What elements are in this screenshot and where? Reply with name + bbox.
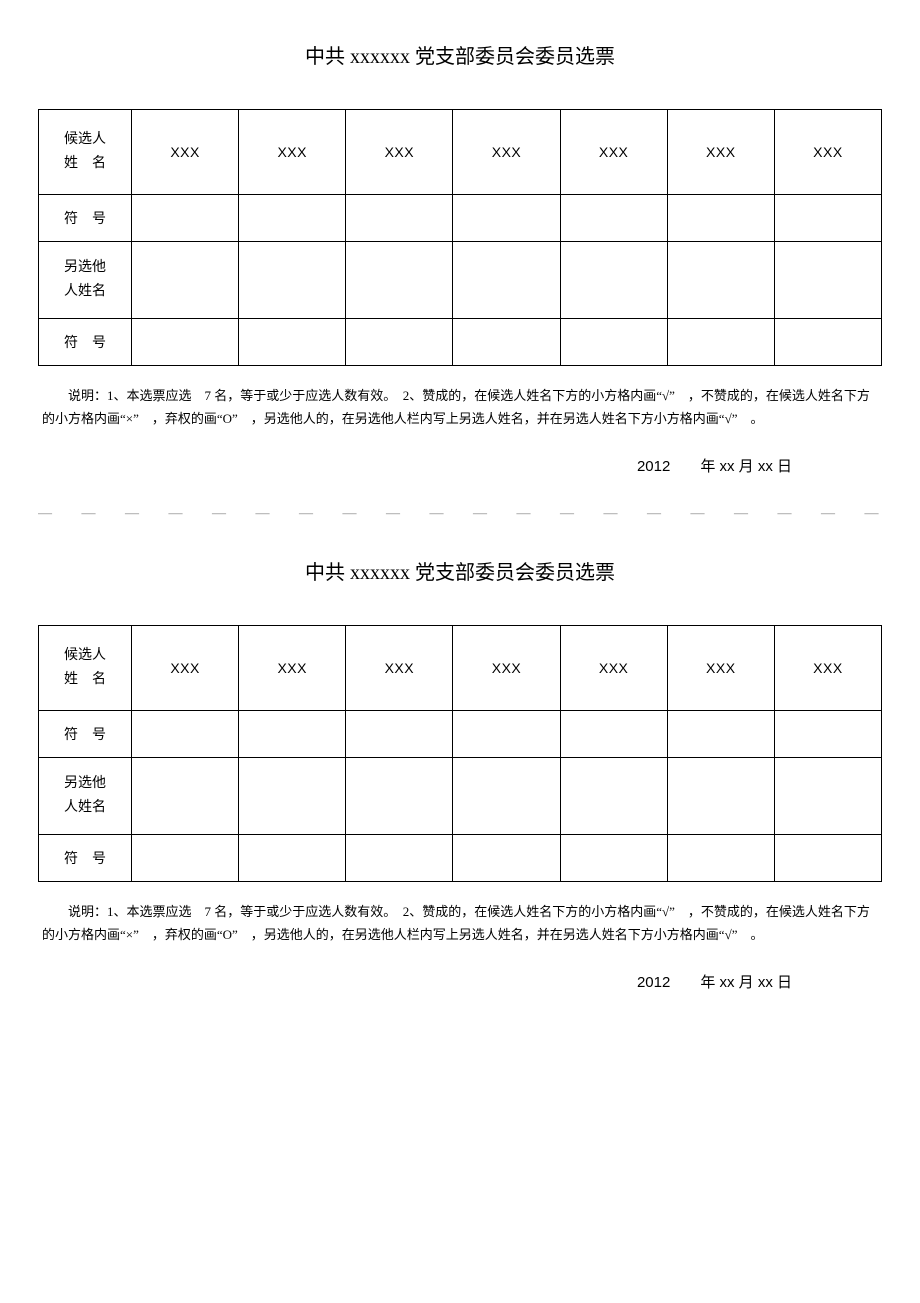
- other-name-cell[interactable]: [346, 242, 453, 319]
- label-candidate-name: 候选人 姓 名: [39, 110, 132, 195]
- other-name-cell[interactable]: [132, 242, 239, 319]
- candidate-cell: XXX: [667, 625, 774, 710]
- symbol-cell-2[interactable]: [239, 834, 346, 881]
- label-other-name: 另选他 人姓名: [39, 757, 132, 834]
- other-name-cell[interactable]: [774, 757, 881, 834]
- candidate-cell: XXX: [132, 110, 239, 195]
- other-name-cell[interactable]: [560, 757, 667, 834]
- row-symbol: 符 号: [39, 195, 882, 242]
- symbol-cell[interactable]: [453, 710, 560, 757]
- candidate-cell: XXX: [560, 625, 667, 710]
- symbol-cell-2[interactable]: [132, 319, 239, 366]
- symbol-cell[interactable]: [560, 710, 667, 757]
- symbol-cell-2[interactable]: [560, 319, 667, 366]
- symbol-cell[interactable]: [346, 195, 453, 242]
- symbol-cell-2[interactable]: [667, 319, 774, 366]
- other-name-cell[interactable]: [346, 757, 453, 834]
- label-symbol: 符 号: [39, 710, 132, 757]
- symbol-cell-2[interactable]: [667, 834, 774, 881]
- symbol-cell[interactable]: [774, 195, 881, 242]
- ballot-title: 中共 xxxxxx 党支部委员会委员选票: [38, 556, 882, 585]
- other-name-cell[interactable]: [453, 242, 560, 319]
- row-other-name: 另选他 人姓名: [39, 242, 882, 319]
- label-other-name: 另选他 人姓名: [39, 242, 132, 319]
- symbol-cell-2[interactable]: [453, 834, 560, 881]
- candidate-cell: XXX: [346, 625, 453, 710]
- other-name-cell[interactable]: [560, 242, 667, 319]
- symbol-cell[interactable]: [239, 710, 346, 757]
- candidate-cell: XXX: [132, 625, 239, 710]
- candidate-cell: XXX: [346, 110, 453, 195]
- symbol-cell[interactable]: [132, 710, 239, 757]
- symbol-cell[interactable]: [346, 710, 453, 757]
- other-name-cell[interactable]: [132, 757, 239, 834]
- candidate-cell: XXX: [239, 625, 346, 710]
- label-symbol: 符 号: [39, 195, 132, 242]
- other-name-cell[interactable]: [453, 757, 560, 834]
- symbol-cell-2[interactable]: [239, 319, 346, 366]
- symbol-cell-2[interactable]: [560, 834, 667, 881]
- row-candidate-name: 候选人 姓 名 XXX XXX XXX XXX XXX XXX XXX: [39, 110, 882, 195]
- other-name-cell[interactable]: [239, 242, 346, 319]
- ballot-2: 中共 xxxxxx 党支部委员会委员选票 候选人 姓 名 XXX XXX XXX…: [38, 556, 882, 992]
- row-other-name: 另选他 人姓名: [39, 757, 882, 834]
- row-symbol-2: 符 号: [39, 319, 882, 366]
- divider-line: — — — — — — — — — — — — — — — — — — — — …: [38, 506, 882, 522]
- other-name-cell[interactable]: [667, 242, 774, 319]
- candidate-cell: XXX: [453, 625, 560, 710]
- row-candidate-name: 候选人 姓 名 XXX XXX XXX XXX XXX XXX XXX: [39, 625, 882, 710]
- row-symbol-2: 符 号: [39, 834, 882, 881]
- label-candidate-name: 候选人 姓 名: [39, 625, 132, 710]
- other-name-cell[interactable]: [774, 242, 881, 319]
- label-symbol-2: 符 号: [39, 319, 132, 366]
- symbol-cell[interactable]: [560, 195, 667, 242]
- label-symbol-2: 符 号: [39, 834, 132, 881]
- symbol-cell-2[interactable]: [774, 834, 881, 881]
- candidate-cell: XXX: [239, 110, 346, 195]
- ballot-note: 说明：1、本选票应选 7 名，等于或少于应选人数有效。 2、赞成的，在候选人姓名…: [38, 384, 882, 431]
- symbol-cell-2[interactable]: [346, 834, 453, 881]
- candidate-cell: XXX: [774, 625, 881, 710]
- ballot-1: 中共 xxxxxx 党支部委员会委员选票 候选人 姓 名 XXX XXX XXX…: [38, 40, 882, 476]
- ballot-date: 2012 年 xx 月 xx 日: [38, 455, 882, 476]
- ballot-table: 候选人 姓 名 XXX XXX XXX XXX XXX XXX XXX 符 号 …: [38, 109, 882, 366]
- symbol-cell[interactable]: [239, 195, 346, 242]
- ballot-date: 2012 年 xx 月 xx 日: [38, 971, 882, 992]
- symbol-cell-2[interactable]: [774, 319, 881, 366]
- symbol-cell[interactable]: [453, 195, 560, 242]
- symbol-cell-2[interactable]: [346, 319, 453, 366]
- candidate-cell: XXX: [453, 110, 560, 195]
- ballot-note: 说明：1、本选票应选 7 名，等于或少于应选人数有效。 2、赞成的，在候选人姓名…: [38, 900, 882, 947]
- candidate-cell: XXX: [774, 110, 881, 195]
- symbol-cell[interactable]: [667, 710, 774, 757]
- other-name-cell[interactable]: [239, 757, 346, 834]
- symbol-cell-2[interactable]: [453, 319, 560, 366]
- row-symbol: 符 号: [39, 710, 882, 757]
- candidate-cell: XXX: [560, 110, 667, 195]
- symbol-cell[interactable]: [667, 195, 774, 242]
- ballot-table: 候选人 姓 名 XXX XXX XXX XXX XXX XXX XXX 符 号 …: [38, 625, 882, 882]
- symbol-cell-2[interactable]: [132, 834, 239, 881]
- symbol-cell[interactable]: [132, 195, 239, 242]
- other-name-cell[interactable]: [667, 757, 774, 834]
- ballot-title: 中共 xxxxxx 党支部委员会委员选票: [38, 40, 882, 69]
- symbol-cell[interactable]: [774, 710, 881, 757]
- candidate-cell: XXX: [667, 110, 774, 195]
